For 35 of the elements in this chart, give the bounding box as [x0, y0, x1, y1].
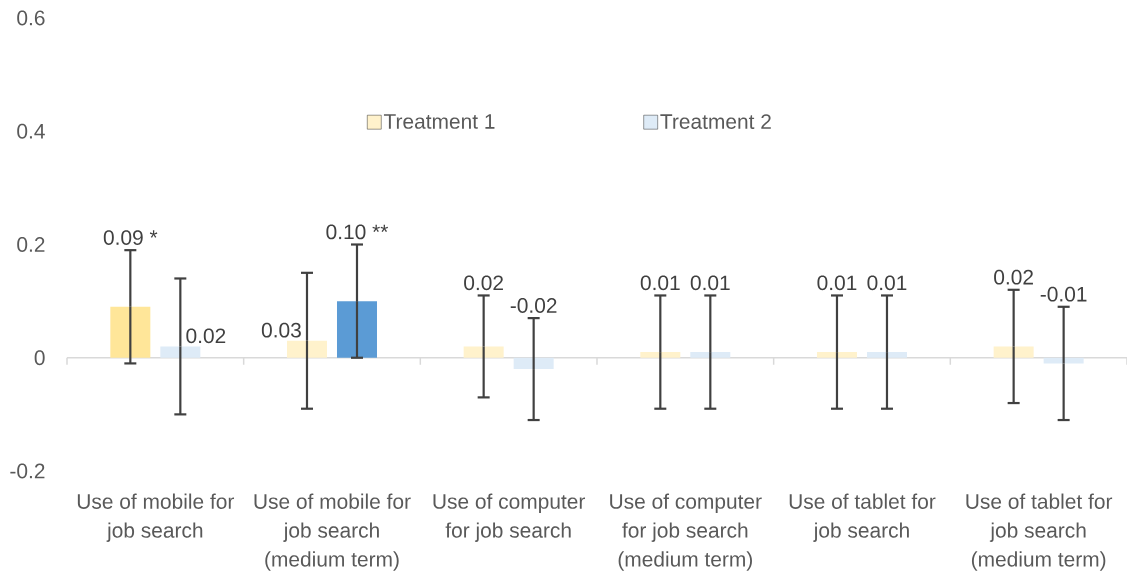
data-label: 0.02: [464, 275, 503, 291]
legend-label: Treatment 2: [660, 114, 771, 129]
data-label: -0.02: [510, 298, 557, 313]
bar: [993, 346, 1034, 358]
y-tick-label: -0.2: [10, 463, 45, 479]
bar: [463, 346, 504, 358]
legend-label: Treatment 1: [383, 114, 495, 129]
data-label: 0.10 **: [326, 224, 389, 240]
bar: [286, 340, 327, 358]
x-tick-label: Use of computer for job search: [433, 493, 586, 542]
data-label: 0.02: [994, 269, 1033, 285]
data-label: 0.09 *: [103, 230, 158, 245]
data-label: -0.01: [1040, 286, 1087, 302]
data-label: 0.01: [690, 275, 730, 291]
bar: [160, 346, 201, 358]
bar: [816, 352, 857, 358]
data-label: 0.01: [867, 275, 907, 291]
data-label: 0.01: [640, 275, 680, 291]
bar: [513, 357, 554, 370]
data-label: 0.03: [261, 322, 301, 338]
y-tick-label: 0: [34, 350, 45, 366]
x-tick-label: Use of mobile for job search: [77, 493, 235, 542]
data-label: 0.02: [186, 328, 226, 344]
x-tick-label: Use of tablet for job search: [789, 493, 936, 542]
y-tick-label: 0.6: [17, 10, 45, 26]
bar: [110, 306, 151, 358]
bar: [640, 352, 681, 358]
bar: [866, 352, 907, 358]
y-tick-label: 0.2: [17, 237, 45, 252]
bar: [690, 352, 731, 358]
x-tick-label: Use of tablet for job search (medium term): [966, 493, 1113, 571]
y-tick-label: 0.4: [17, 123, 45, 139]
data-label: 0.01: [817, 275, 857, 291]
x-tick-label: Use of computer for job search (medium term): [610, 493, 762, 571]
x-tick-label: Use of mobile for job search (medium term): [254, 493, 411, 571]
